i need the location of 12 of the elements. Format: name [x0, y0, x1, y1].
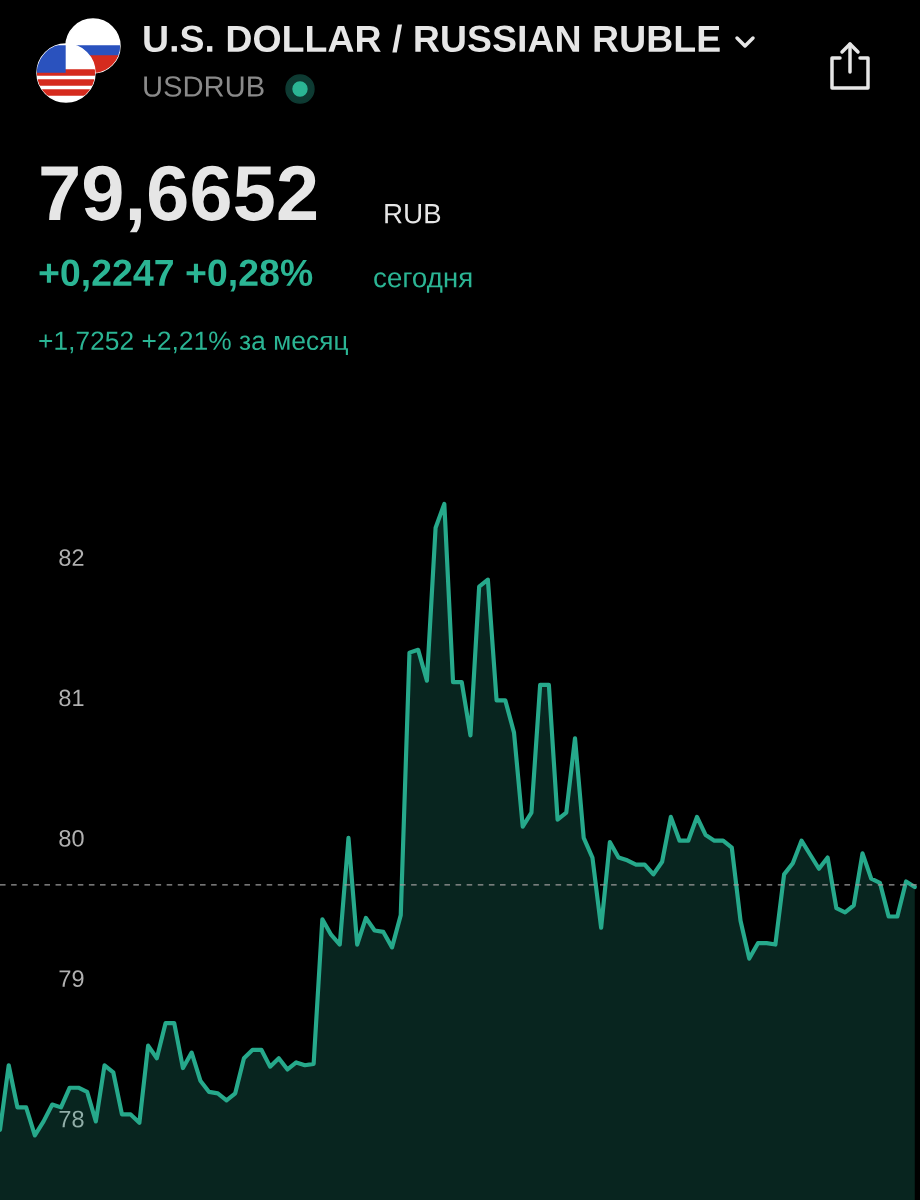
annotation: RUB — [385, 204, 441, 224]
annotation: сегодня — [374, 272, 472, 293]
text: USDRUB — [144, 76, 264, 97]
y-tick-label: 81 — [59, 689, 84, 707]
annotation: 79,6652 — [41, 165, 317, 233]
y-tick-label: 79 — [59, 970, 84, 988]
y-tick-label: 82 — [59, 549, 84, 566]
y-tick-label: 80 — [59, 829, 84, 847]
y-tick-label: 78 — [59, 1110, 84, 1128]
annotation: +1,7252 +2,21% за месяц — [39, 331, 348, 356]
annotation: +0,2247 +0,28% — [39, 259, 313, 292]
text: U.S. DOLLAR / RUSSIAN RUBLE — [144, 24, 720, 53]
